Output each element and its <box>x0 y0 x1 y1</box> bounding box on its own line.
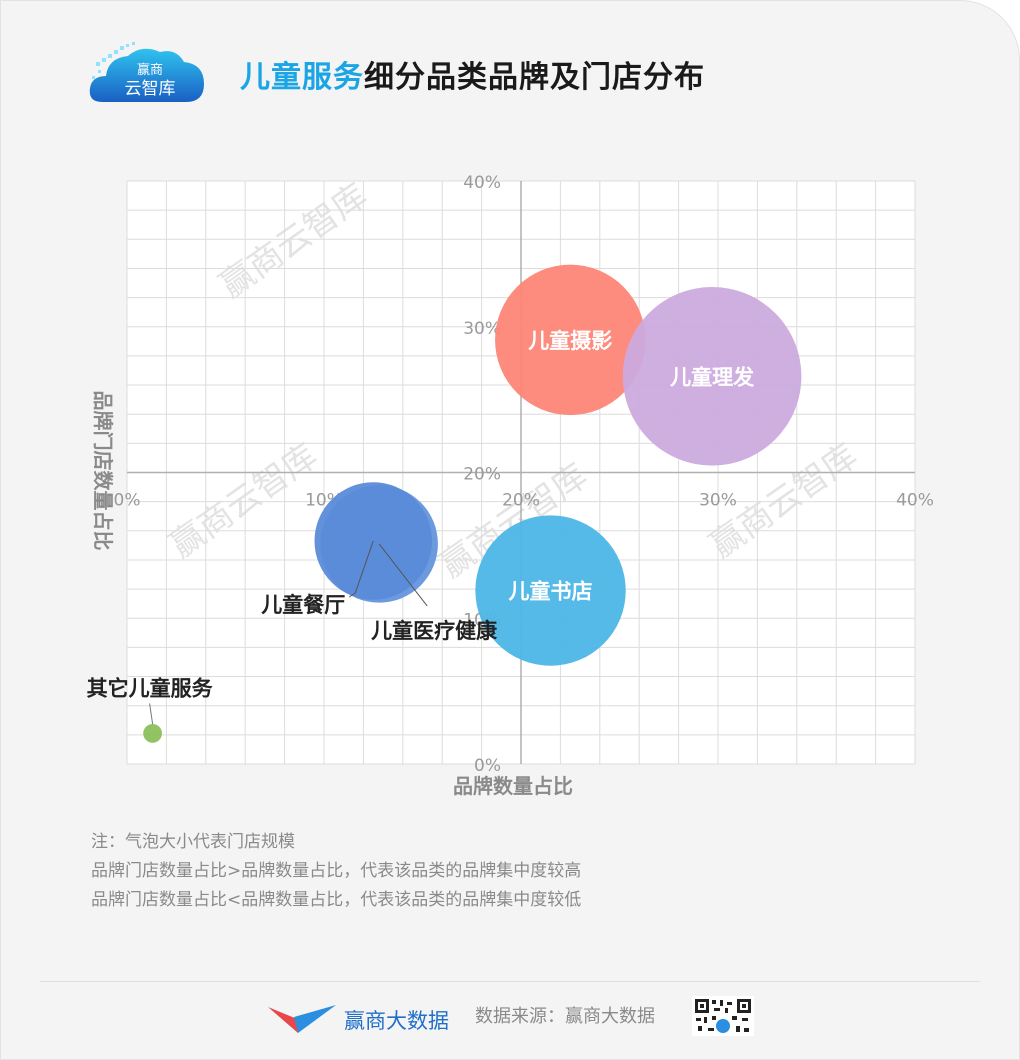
note-line-1: 注：气泡大小代表门店规模 <box>91 832 295 852</box>
bubble-label: 儿童书店 <box>509 580 593 604</box>
bubble <box>622 287 802 466</box>
title-highlight: 儿童服务 <box>240 60 364 95</box>
qr-code-icon <box>692 996 754 1036</box>
footer-divider <box>40 981 980 982</box>
bubble-label: 儿童餐厅 <box>261 593 345 617</box>
y-axis-title: 品牌门店数量占比 <box>91 391 115 551</box>
x-tick-label: 0% <box>114 491 141 511</box>
x-tick-label: 40% <box>896 491 934 511</box>
logo-text-top: 赢商 <box>137 62 163 78</box>
bubble <box>143 723 163 743</box>
bubble-label: 其它儿童服务 <box>87 676 214 700</box>
page-title: 儿童服务细分品类品牌及门店分布 <box>240 52 705 96</box>
data-source: 数据来源：赢商大数据 <box>475 1006 655 1027</box>
notes: 注：气泡大小代表门店规模 品牌门店数量占比>品牌数量占比，代表该品类的品牌集中度… <box>91 828 581 915</box>
title-rest: 细分品类品牌及门店分布 <box>364 60 705 95</box>
x-tick-label: 20% <box>502 491 540 511</box>
y-tick-label: 30% <box>463 319 501 339</box>
bubble-label: 儿童医疗健康 <box>371 619 498 643</box>
x-axis-title: 品牌数量占比 <box>453 774 573 798</box>
y-tick-label: 40% <box>463 173 501 193</box>
x-tick-label: 30% <box>699 491 737 511</box>
cloud-logo-icon: 赢商 云智库 <box>89 42 204 102</box>
leader-line <box>149 703 154 725</box>
leader-line <box>378 543 428 607</box>
logo-text-bottom: 云智库 <box>125 79 176 99</box>
footer-brand-name: 赢商大数据 <box>344 1009 449 1033</box>
brand-bird-icon <box>268 1005 336 1033</box>
bubble-chart: 赢商云智库赢商云智库赢商云智库赢商云智库0%10%20%30%40%0%10%2… <box>87 173 934 798</box>
note-line-3: 品牌门店数量占比<品牌数量占比，代表该品类的品牌集中度较低 <box>91 890 582 910</box>
bubble-label: 儿童摄影 <box>528 329 612 353</box>
y-tick-label: 20% <box>463 465 501 485</box>
bubble <box>495 264 646 416</box>
yingshang-cloud-logo: 赢商 云智库 <box>88 40 208 106</box>
bubble <box>475 515 626 666</box>
leader-line <box>348 540 374 598</box>
y-tick-label: 0% <box>474 756 501 776</box>
bubble-label: 儿童理发 <box>670 365 755 389</box>
note-line-2: 品牌门店数量占比>品牌数量占比，代表该品类的品牌集中度较高 <box>91 861 582 881</box>
